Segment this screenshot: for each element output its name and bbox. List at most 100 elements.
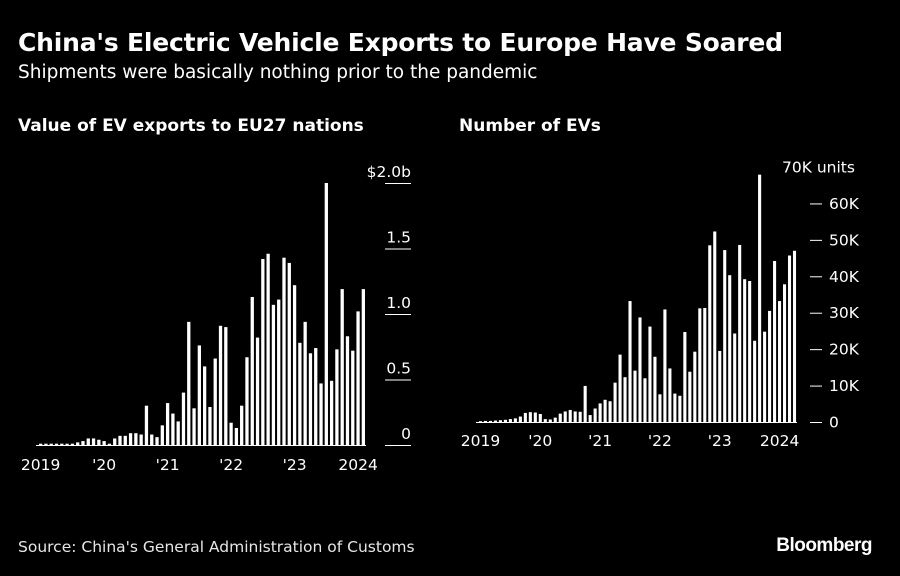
bar — [139, 434, 143, 445]
x-tick-label: 2019 — [21, 456, 60, 474]
bar — [345, 336, 350, 445]
bar — [668, 368, 672, 422]
bar — [603, 399, 607, 422]
bar — [86, 438, 90, 445]
bar — [538, 413, 542, 422]
bar — [703, 307, 707, 422]
bar — [160, 425, 164, 445]
bar — [478, 421, 483, 422]
y-tick-label: 0.5 — [386, 360, 411, 378]
x-tick-label: 2024 — [338, 456, 377, 474]
y-tick-label: 50K — [829, 231, 860, 249]
bar — [518, 416, 522, 422]
bar — [203, 366, 207, 445]
bar — [107, 443, 112, 445]
y-tick-label: 30K — [829, 304, 860, 322]
bar — [673, 393, 677, 422]
bar — [76, 442, 80, 445]
bar — [187, 321, 191, 445]
bar — [548, 419, 552, 422]
bar — [324, 183, 328, 445]
x-tick-label: 2019 — [461, 432, 500, 450]
bar — [698, 308, 702, 422]
bar — [97, 439, 101, 445]
bar — [723, 250, 727, 422]
y-tick-label: 1.5 — [386, 229, 411, 247]
bar — [658, 394, 662, 422]
bar — [598, 403, 602, 422]
bar — [81, 441, 85, 445]
bar — [70, 443, 75, 445]
bar — [483, 420, 488, 422]
bar — [773, 260, 777, 422]
bar — [787, 255, 792, 422]
bar — [118, 435, 122, 445]
bar — [298, 342, 302, 445]
bar — [208, 407, 212, 445]
bar — [628, 301, 632, 422]
bar — [60, 443, 64, 445]
bar — [308, 353, 313, 445]
bar — [553, 417, 557, 422]
bar — [638, 317, 642, 422]
chart-subtitle: Shipments were basically nothing prior t… — [18, 62, 538, 83]
bar — [782, 284, 787, 422]
x-tick-label: '21 — [156, 456, 180, 474]
bar — [287, 262, 291, 445]
bar — [329, 380, 334, 445]
bar — [314, 348, 318, 445]
bar — [488, 420, 493, 422]
bar — [356, 311, 360, 445]
bar — [165, 403, 170, 445]
bar — [753, 340, 757, 422]
bar — [588, 415, 592, 422]
bar — [271, 304, 276, 445]
bar — [261, 258, 265, 445]
bar — [282, 257, 286, 445]
bar — [292, 285, 297, 445]
y-tick-label: $2.0b — [367, 163, 411, 181]
bar — [728, 275, 732, 422]
bar — [192, 408, 196, 445]
bar — [763, 331, 767, 422]
bar — [683, 332, 687, 422]
bar — [693, 351, 697, 422]
bar — [758, 174, 762, 422]
y-tick-label: 0 — [401, 425, 411, 443]
bar — [718, 350, 722, 422]
bar — [91, 438, 96, 445]
bar — [768, 310, 772, 422]
x-tick-label: '22 — [219, 456, 243, 474]
bar — [218, 325, 223, 445]
bar — [171, 413, 175, 445]
bar — [250, 296, 254, 445]
bar — [508, 419, 512, 422]
bar — [240, 405, 244, 445]
chart-title: China's Electric Vehicle Exports to Euro… — [18, 28, 783, 57]
bar — [613, 382, 617, 422]
bar — [633, 370, 637, 422]
bar — [113, 438, 117, 445]
bar — [49, 443, 53, 445]
bar — [224, 327, 228, 445]
bar — [578, 411, 582, 422]
bar — [513, 418, 517, 422]
bar — [493, 420, 497, 422]
bar — [255, 337, 260, 445]
bar — [234, 427, 239, 445]
bar — [528, 412, 532, 422]
bar — [181, 392, 186, 445]
bar — [713, 231, 717, 422]
bar — [748, 281, 752, 422]
bar — [319, 383, 323, 445]
bar — [303, 321, 307, 445]
y-tick-label: 40K — [829, 268, 860, 286]
bar — [351, 350, 355, 445]
bar — [618, 354, 622, 422]
bar — [44, 443, 48, 445]
bar — [498, 420, 502, 422]
bar — [213, 358, 217, 445]
bar — [643, 378, 647, 422]
bar — [523, 412, 527, 422]
